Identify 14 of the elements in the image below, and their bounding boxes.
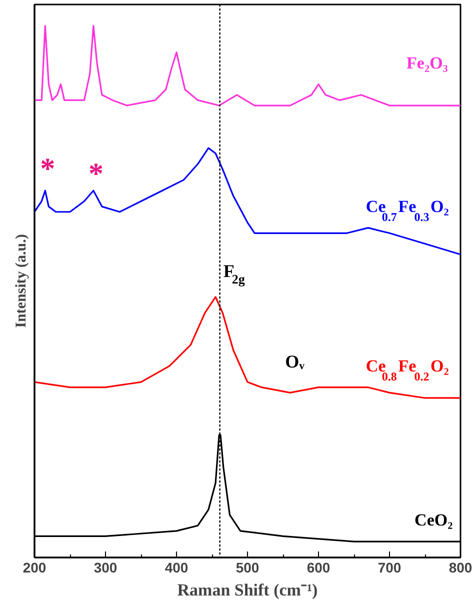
x-axis-title: Raman Shift (cm⁻¹) [177, 580, 318, 600]
series-label: CeO₂ [414, 510, 453, 530]
series-label: Fe₂O₃ [406, 53, 448, 72]
annotation: * [40, 152, 56, 186]
annotation: Oᵥ [285, 351, 306, 372]
x-tick-label: 500 [236, 560, 260, 576]
x-tick-label: 400 [164, 560, 188, 576]
x-tick-label: 200 [22, 560, 46, 576]
x-tick-label: 300 [94, 560, 118, 576]
x-tick-label: 700 [378, 560, 402, 576]
annotation: * [88, 158, 104, 191]
x-tick-label: 600 [306, 560, 330, 576]
x-tick-label: 800 [448, 560, 472, 576]
y-axis-title: Intensity (a.u.) [14, 234, 30, 328]
